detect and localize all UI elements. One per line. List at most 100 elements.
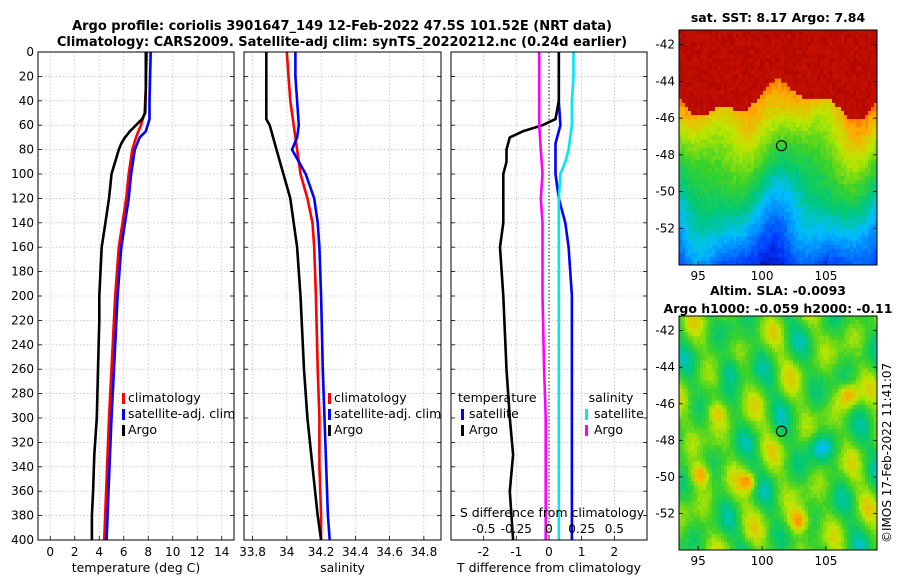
map-cell xyxy=(826,228,830,233)
map-cell xyxy=(847,94,851,100)
x-axis-label: temperature (deg C) xyxy=(72,560,201,575)
map-cell xyxy=(700,260,704,266)
map-cell xyxy=(691,119,695,124)
map-cell xyxy=(796,58,800,63)
map-cell xyxy=(754,348,758,353)
map-cell xyxy=(796,248,800,254)
map-cell xyxy=(754,228,758,233)
map-cell xyxy=(763,70,767,75)
map-cell xyxy=(802,54,806,59)
map-cell xyxy=(757,98,761,104)
map-cell xyxy=(778,82,782,88)
map-cell xyxy=(745,200,749,205)
map-cell xyxy=(844,94,848,100)
map-cell xyxy=(865,106,869,112)
map-cell xyxy=(739,102,743,108)
map-cell xyxy=(754,86,758,92)
map-cell xyxy=(835,248,839,254)
map-cell xyxy=(703,78,707,84)
map-cell xyxy=(865,216,869,221)
map-cell xyxy=(781,336,785,341)
map-cell xyxy=(700,151,704,156)
map-cell xyxy=(682,151,686,156)
map-cell xyxy=(718,240,722,246)
map-cell xyxy=(838,123,842,128)
map-cell xyxy=(874,356,878,361)
map-cell xyxy=(712,151,716,156)
map-cell xyxy=(817,98,821,104)
map-cell xyxy=(790,236,794,242)
map-cell xyxy=(727,248,731,254)
map-cell xyxy=(784,34,788,39)
map-cell xyxy=(862,252,866,258)
map-cell xyxy=(751,34,755,39)
map-cell xyxy=(742,131,746,136)
map-cell xyxy=(682,111,686,116)
map-cell xyxy=(847,200,851,205)
map-cell xyxy=(799,127,803,132)
map-cell xyxy=(751,102,755,108)
map-cell xyxy=(865,179,869,185)
map-cell xyxy=(835,151,839,156)
map-cell xyxy=(802,328,806,333)
map-cell xyxy=(685,143,689,148)
map-cell xyxy=(745,228,749,233)
map-cell xyxy=(805,192,809,197)
map-cell xyxy=(796,244,800,250)
map-cell xyxy=(793,204,797,209)
map-cell xyxy=(775,90,779,96)
map-cell xyxy=(847,119,851,124)
map-cell xyxy=(796,30,800,35)
map-cell xyxy=(730,175,734,181)
map-cell xyxy=(688,42,692,47)
map-cell xyxy=(748,348,752,353)
map-cell xyxy=(856,348,860,353)
map-cell xyxy=(793,94,797,100)
map-cell xyxy=(820,179,824,185)
map-cell xyxy=(790,163,794,169)
map-cell xyxy=(838,316,842,321)
map-cell xyxy=(745,248,749,254)
map-cell xyxy=(694,139,698,144)
map-cell xyxy=(835,171,839,177)
map-cell xyxy=(751,90,755,96)
map-cell xyxy=(826,102,830,108)
map-cell xyxy=(856,204,860,209)
map-cell xyxy=(844,316,848,321)
map-cell xyxy=(865,188,869,193)
map-cell xyxy=(874,58,878,63)
map-cell xyxy=(784,66,788,71)
map-cell xyxy=(685,260,689,266)
map-cell xyxy=(748,38,752,43)
map-cell xyxy=(793,200,797,205)
map-cell xyxy=(814,62,818,67)
map-cell xyxy=(772,147,776,152)
map-cell xyxy=(853,204,857,209)
map-cell xyxy=(706,70,710,75)
map-cell xyxy=(850,34,854,39)
map-cell xyxy=(814,220,818,225)
map-cell xyxy=(700,208,704,213)
map-cell xyxy=(730,131,734,136)
map-cell xyxy=(682,216,686,221)
map-cell xyxy=(778,240,782,246)
map-cell xyxy=(781,320,785,325)
map-cell xyxy=(682,38,686,43)
map-cell xyxy=(823,151,827,156)
map-cell xyxy=(778,260,782,266)
map-cell xyxy=(769,364,773,369)
map-cell xyxy=(811,74,815,80)
map-cell xyxy=(700,328,704,333)
map-cell xyxy=(796,86,800,92)
map-cell xyxy=(721,252,725,258)
map-cell xyxy=(760,111,764,116)
map-cell xyxy=(787,151,791,156)
map-cell xyxy=(862,183,866,189)
map-cell xyxy=(811,248,815,254)
map-cell xyxy=(724,155,728,161)
map-cell xyxy=(691,74,695,80)
map-cell xyxy=(706,179,710,185)
map-cell xyxy=(748,62,752,67)
map-cell xyxy=(763,352,767,357)
x-tick-label: 8 xyxy=(144,545,152,559)
